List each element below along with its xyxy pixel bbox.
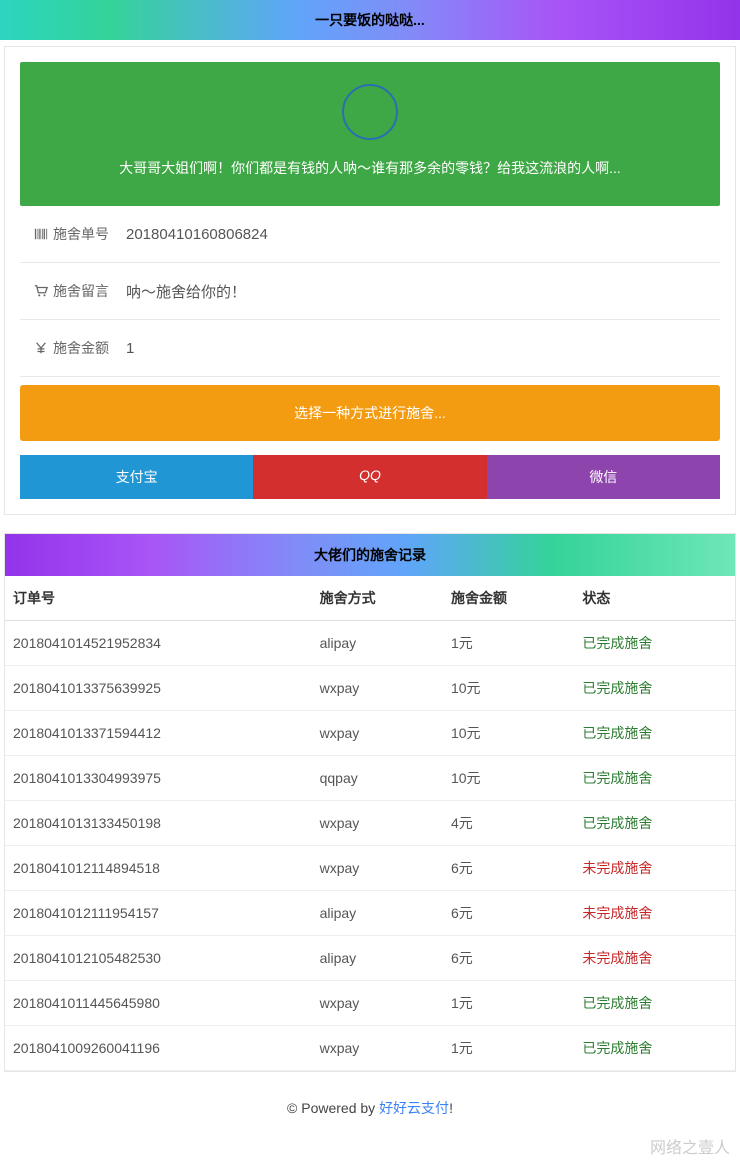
cell-amount: 10元 <box>443 756 574 801</box>
table-header-row: 订单号 施舍方式 施舍金额 状态 <box>5 576 735 621</box>
yen-icon <box>34 341 48 355</box>
banner-text: 大哥哥大姐们啊！你们都是有钱的人呐～谁有那多余的零钱？给我这流浪的人啊... <box>30 158 710 178</box>
message-input[interactable] <box>126 283 706 300</box>
cart-icon <box>34 284 48 298</box>
message-row: 施舍留言 <box>20 263 720 320</box>
amount-row: 施舍金额 <box>20 320 720 377</box>
order-input[interactable] <box>126 226 706 243</box>
table-row: 2018041014521952834alipay1元已完成施舍 <box>5 621 735 666</box>
cell-amount: 1元 <box>443 1026 574 1071</box>
table-row: 2018041011445645980wxpay1元已完成施舍 <box>5 981 735 1026</box>
cell-status: 已完成施舍 <box>574 756 735 801</box>
cell-amount: 1元 <box>443 981 574 1026</box>
table-row: 2018041013371594412wxpay10元已完成施舍 <box>5 711 735 756</box>
records-table: 订单号 施舍方式 施舍金额 状态 2018041014521952834alip… <box>5 576 735 1071</box>
cell-method: alipay <box>312 621 443 666</box>
cell-method: alipay <box>312 891 443 936</box>
cell-amount: 6元 <box>443 936 574 981</box>
table-row: 2018041013133450198wxpay4元已完成施舍 <box>5 801 735 846</box>
table-row: 2018041009260041196wxpay1元已完成施舍 <box>5 1026 735 1071</box>
cell-method: wxpay <box>312 1026 443 1071</box>
cell-method: wxpay <box>312 846 443 891</box>
cell-method: qqpay <box>312 756 443 801</box>
alipay-button[interactable]: 支付宝 <box>20 455 253 499</box>
cell-method: wxpay <box>312 801 443 846</box>
footer: © Powered by 好好云支付! <box>0 1072 740 1130</box>
footer-suffix: ! <box>449 1100 453 1116</box>
cell-order: 2018041012111954157 <box>5 891 312 936</box>
cell-status: 已完成施舍 <box>574 1026 735 1071</box>
cell-amount: 10元 <box>443 666 574 711</box>
table-row: 2018041013304993975qqpay10元已完成施舍 <box>5 756 735 801</box>
cell-amount: 6元 <box>443 846 574 891</box>
col-amount: 施舍金额 <box>443 576 574 621</box>
donation-banner: 大哥哥大姐们啊！你们都是有钱的人呐～谁有那多余的零钱？给我这流浪的人啊... <box>20 62 720 206</box>
cell-order: 2018041013133450198 <box>5 801 312 846</box>
cell-order: 2018041014521952834 <box>5 621 312 666</box>
cell-method: wxpay <box>312 666 443 711</box>
cell-status: 已完成施舍 <box>574 666 735 711</box>
cell-status: 未完成施舍 <box>574 936 735 981</box>
cell-order: 2018041013304993975 <box>5 756 312 801</box>
table-row: 2018041013375639925wxpay10元已完成施舍 <box>5 666 735 711</box>
header-title: 一只要饭的哒哒... <box>315 12 425 28</box>
table-row: 2018041012105482530alipay6元未完成施舍 <box>5 936 735 981</box>
cell-order: 2018041009260041196 <box>5 1026 312 1071</box>
col-status: 状态 <box>574 576 735 621</box>
order-row: 施舍单号 <box>20 206 720 263</box>
cell-amount: 10元 <box>443 711 574 756</box>
cell-order: 2018041012114894518 <box>5 846 312 891</box>
wechat-button[interactable]: 微信 <box>487 455 720 499</box>
cell-order: 2018041012105482530 <box>5 936 312 981</box>
cell-order: 2018041013371594412 <box>5 711 312 756</box>
cell-status: 未完成施舍 <box>574 891 735 936</box>
records-panel: 大佬们的施舍记录 订单号 施舍方式 施舍金额 状态 20180410145219… <box>4 533 736 1072</box>
pay-button-row: 支付宝 QQ 微信 <box>20 455 720 499</box>
cell-status: 已完成施舍 <box>574 711 735 756</box>
table-row: 2018041012111954157alipay6元未完成施舍 <box>5 891 735 936</box>
cell-method: wxpay <box>312 981 443 1026</box>
footer-link[interactable]: 好好云支付 <box>379 1100 449 1116</box>
cell-status: 已完成施舍 <box>574 981 735 1026</box>
cell-amount: 1元 <box>443 621 574 666</box>
qq-button[interactable]: QQ <box>253 455 486 499</box>
cell-amount: 6元 <box>443 891 574 936</box>
cell-status: 未完成施舍 <box>574 846 735 891</box>
cell-order: 2018041013375639925 <box>5 666 312 711</box>
amount-label: 施舍金额 <box>34 338 126 358</box>
cell-method: alipay <box>312 936 443 981</box>
col-method: 施舍方式 <box>312 576 443 621</box>
avatar-circle <box>342 84 398 140</box>
message-label: 施舍留言 <box>34 281 126 301</box>
main-panel: 大哥哥大姐们啊！你们都是有钱的人呐～谁有那多余的零钱？给我这流浪的人啊... 施… <box>4 46 736 515</box>
footer-prefix: © Powered by <box>287 1100 379 1116</box>
cell-method: wxpay <box>312 711 443 756</box>
order-label: 施舍单号 <box>34 224 126 244</box>
col-order: 订单号 <box>5 576 312 621</box>
cell-status: 已完成施舍 <box>574 801 735 846</box>
select-method-banner: 选择一种方式进行施舍... <box>20 385 720 441</box>
barcode-icon <box>34 227 48 241</box>
cell-status: 已完成施舍 <box>574 621 735 666</box>
watermark: 网络之壹人 <box>0 1130 740 1166</box>
page-header: 一只要饭的哒哒... <box>0 0 740 40</box>
records-title: 大佬们的施舍记录 <box>5 534 735 576</box>
table-row: 2018041012114894518wxpay6元未完成施舍 <box>5 846 735 891</box>
cell-amount: 4元 <box>443 801 574 846</box>
amount-input[interactable] <box>126 340 706 357</box>
cell-order: 2018041011445645980 <box>5 981 312 1026</box>
